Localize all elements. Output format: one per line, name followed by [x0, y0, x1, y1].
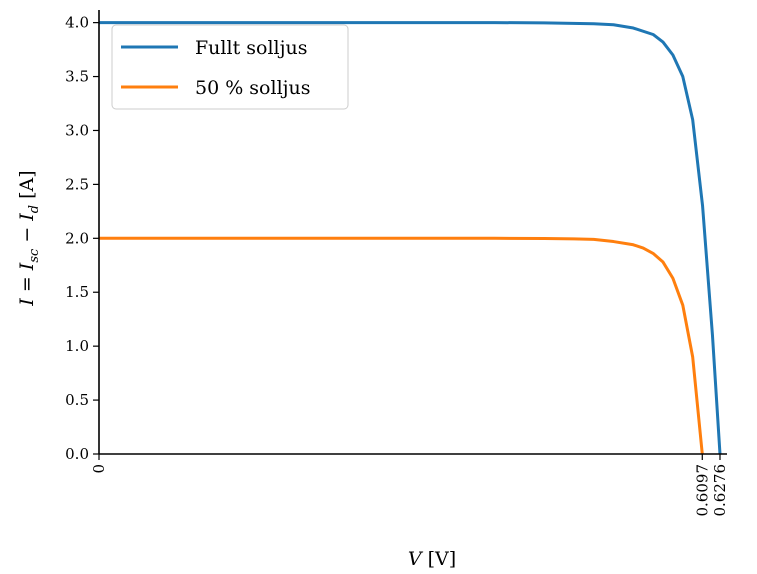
series-line-0: [99, 21, 722, 455]
x-tick-label: 0: [90, 464, 108, 474]
y-tick-label: 4.0: [65, 14, 89, 32]
y-tick-label: 0.5: [65, 391, 89, 409]
y-tick-label: 2.5: [65, 175, 89, 193]
series-line-1: [99, 236, 704, 455]
x-axis-label: V [V]: [408, 548, 456, 570]
y-tick-label: 1.0: [65, 337, 89, 355]
series-lines: [99, 21, 722, 455]
axes: [98, 10, 727, 455]
y-axis-label: I = Isc − Id [A]: [16, 170, 42, 306]
x-tick-label: 0.6276: [711, 464, 729, 517]
legend-label-half: 50 % solljus: [195, 77, 311, 99]
y-tick-label: 0.0: [65, 445, 89, 463]
legend: Fullt solljus 50 % solljus: [111, 24, 349, 110]
y-tick-label: 1.5: [65, 283, 89, 301]
y-tick-label: 3.0: [65, 121, 89, 139]
ticks: 0.0 0.5 1.0 1.5 2.0 2.5 3.0 3.5 4.0 0 0.6097 0.6276: [65, 14, 729, 517]
y-tick-label: 3.5: [65, 68, 89, 86]
x-tick-label: 0.6097: [693, 464, 711, 517]
y-tick-label: 2.0: [65, 229, 89, 247]
legend-label-full: Fullt solljus: [195, 37, 307, 59]
